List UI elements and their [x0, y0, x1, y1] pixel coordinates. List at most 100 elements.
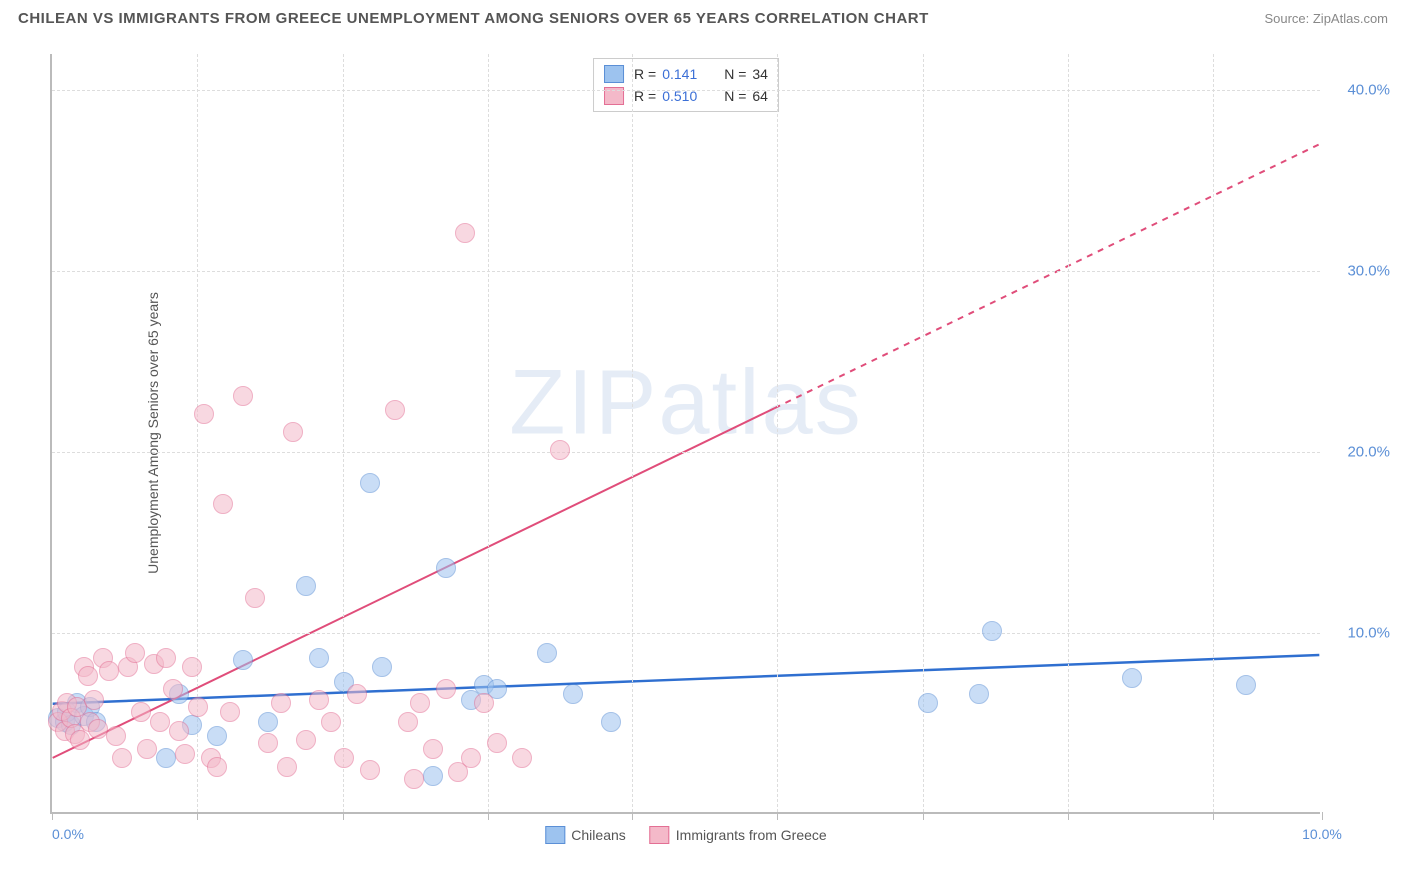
data-point-greece	[309, 690, 329, 710]
data-point-greece	[550, 440, 570, 460]
x-tick	[488, 812, 489, 820]
data-point-chileans	[563, 684, 583, 704]
scatter-plot: Unemployment Among Seniors over 65 years…	[50, 54, 1320, 814]
gridline-horizontal	[52, 633, 1320, 634]
data-point-greece	[182, 657, 202, 677]
data-point-greece	[137, 739, 157, 759]
data-point-greece	[175, 744, 195, 764]
gridline-vertical	[1213, 54, 1214, 812]
data-point-greece	[474, 693, 494, 713]
watermark-atlas: atlas	[658, 351, 862, 453]
data-point-chileans	[207, 726, 227, 746]
data-point-greece	[283, 422, 303, 442]
data-point-greece	[487, 733, 507, 753]
data-point-chileans	[918, 693, 938, 713]
x-tick	[632, 812, 633, 820]
data-point-chileans	[296, 576, 316, 596]
chart-title: CHILEAN VS IMMIGRANTS FROM GREECE UNEMPL…	[18, 10, 929, 27]
gridline-vertical	[1068, 54, 1069, 812]
x-tick	[923, 812, 924, 820]
data-point-greece	[84, 690, 104, 710]
data-point-greece	[125, 643, 145, 663]
chart-area: Unemployment Among Seniors over 65 years…	[50, 54, 1390, 844]
data-point-chileans	[969, 684, 989, 704]
legend-swatch	[604, 65, 624, 83]
trend-lines	[52, 54, 1320, 812]
source-attribution: Source: ZipAtlas.com	[1264, 11, 1388, 26]
x-tick	[343, 812, 344, 820]
data-point-greece	[455, 223, 475, 243]
x-tick	[777, 812, 778, 820]
data-point-greece	[194, 404, 214, 424]
x-tick	[197, 812, 198, 820]
gridline-horizontal	[52, 452, 1320, 453]
data-point-greece	[296, 730, 316, 750]
data-point-greece	[277, 757, 297, 777]
legend-item-greece: Immigrants from Greece	[650, 826, 827, 844]
legend-row-greece: R =0.510N =64	[604, 85, 768, 107]
legend-row-chileans: R = 0.141 N = 34	[604, 63, 768, 85]
legend-label: Immigrants from Greece	[676, 827, 827, 843]
data-point-chileans	[360, 473, 380, 493]
y-axis-title: Unemployment Among Seniors over 65 years	[145, 292, 161, 574]
data-point-greece	[169, 721, 189, 741]
legend-swatch	[545, 826, 565, 844]
data-point-greece	[112, 748, 132, 768]
data-point-greece	[436, 679, 456, 699]
data-point-chileans	[601, 712, 621, 732]
data-point-greece	[78, 666, 98, 686]
data-point-greece	[163, 679, 183, 699]
legend-r-value: 0.141	[662, 66, 712, 82]
data-point-greece	[188, 697, 208, 717]
data-point-greece	[106, 726, 126, 746]
x-tick-label: 0.0%	[52, 826, 84, 842]
x-tick	[52, 812, 53, 820]
x-tick	[1213, 812, 1214, 820]
x-tick	[1068, 812, 1069, 820]
data-point-chileans	[982, 621, 1002, 641]
data-point-greece	[360, 760, 380, 780]
x-tick-label: 10.0%	[1302, 826, 1342, 842]
data-point-greece	[461, 748, 481, 768]
legend-item-chileans: Chileans	[545, 826, 625, 844]
data-point-greece	[423, 739, 443, 759]
y-tick-label: 20.0%	[1347, 444, 1390, 461]
gridline-vertical	[632, 54, 633, 812]
legend-label: Chileans	[571, 827, 625, 843]
data-point-greece	[213, 494, 233, 514]
data-point-greece	[347, 684, 367, 704]
data-point-chileans	[1122, 668, 1142, 688]
data-point-chileans	[436, 558, 456, 578]
data-point-greece	[233, 386, 253, 406]
gridline-vertical	[343, 54, 344, 812]
data-point-greece	[99, 661, 119, 681]
data-point-greece	[385, 400, 405, 420]
data-point-greece	[131, 702, 151, 722]
legend-n-value: 34	[752, 66, 768, 82]
data-point-greece	[398, 712, 418, 732]
data-point-chileans	[1236, 675, 1256, 695]
legend-r-label: R =	[634, 66, 656, 82]
y-tick-label: 10.0%	[1347, 625, 1390, 642]
x-tick	[1322, 812, 1323, 820]
y-tick-label: 40.0%	[1347, 82, 1390, 99]
data-point-greece	[156, 648, 176, 668]
data-point-greece	[258, 733, 278, 753]
data-point-greece	[220, 702, 240, 722]
data-point-chileans	[423, 766, 443, 786]
data-point-chileans	[156, 748, 176, 768]
data-point-chileans	[372, 657, 392, 677]
data-point-greece	[245, 588, 265, 608]
data-point-greece	[271, 693, 291, 713]
gridline-vertical	[777, 54, 778, 812]
watermark-zip: ZIP	[509, 351, 658, 453]
gridline-horizontal	[52, 271, 1320, 272]
legend-n-label: N =	[724, 66, 746, 82]
gridline-horizontal	[52, 90, 1320, 91]
data-point-greece	[334, 748, 354, 768]
trendline-greece-dashed	[775, 144, 1320, 408]
data-point-greece	[404, 769, 424, 789]
data-point-greece	[410, 693, 430, 713]
data-point-greece	[70, 730, 90, 750]
data-point-chileans	[233, 650, 253, 670]
